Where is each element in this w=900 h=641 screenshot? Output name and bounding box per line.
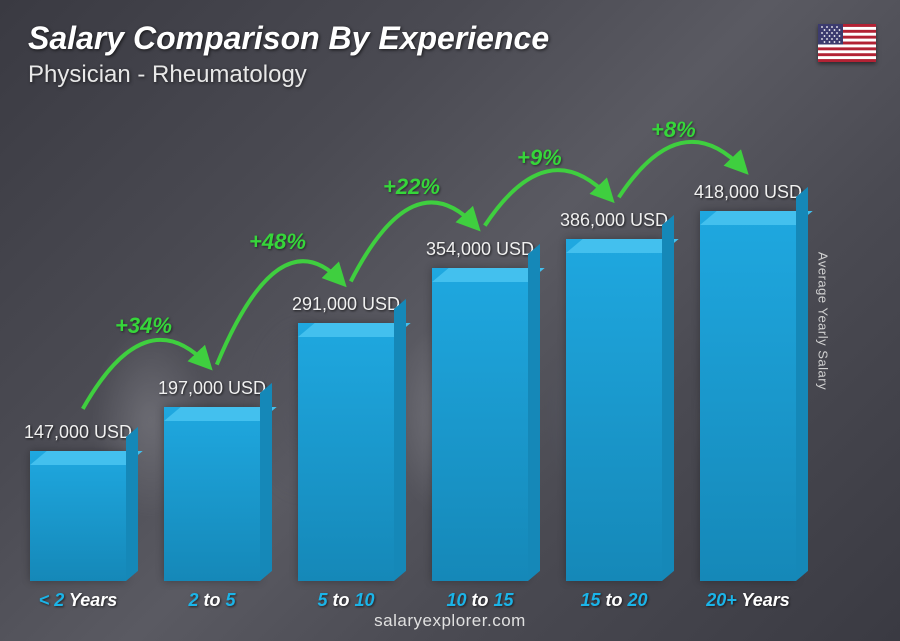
salary-bar-chart: 147,000 USD< 2 Years197,000 USD2 to 5291… xyxy=(30,120,840,581)
bar-x-label: 5 to 10 xyxy=(317,590,374,611)
bar-x-label: 2 to 5 xyxy=(188,590,235,611)
header: Salary Comparison By Experience Physicia… xyxy=(28,20,810,89)
bar-x-label: 10 to 15 xyxy=(446,590,513,611)
bar-x-label: < 2 Years xyxy=(39,590,118,611)
page-subtitle: Physician - Rheumatology xyxy=(28,61,810,89)
bar-x-label: 20+ Years xyxy=(706,590,790,611)
bar-x-label: 15 to 20 xyxy=(580,590,647,611)
growth-arc-icon xyxy=(30,120,840,581)
footer-credit: salaryexplorer.com xyxy=(0,611,900,631)
growth-pct-label: +8% xyxy=(651,117,696,143)
page-title: Salary Comparison By Experience xyxy=(28,20,810,57)
usa-flag-icon xyxy=(818,24,876,62)
